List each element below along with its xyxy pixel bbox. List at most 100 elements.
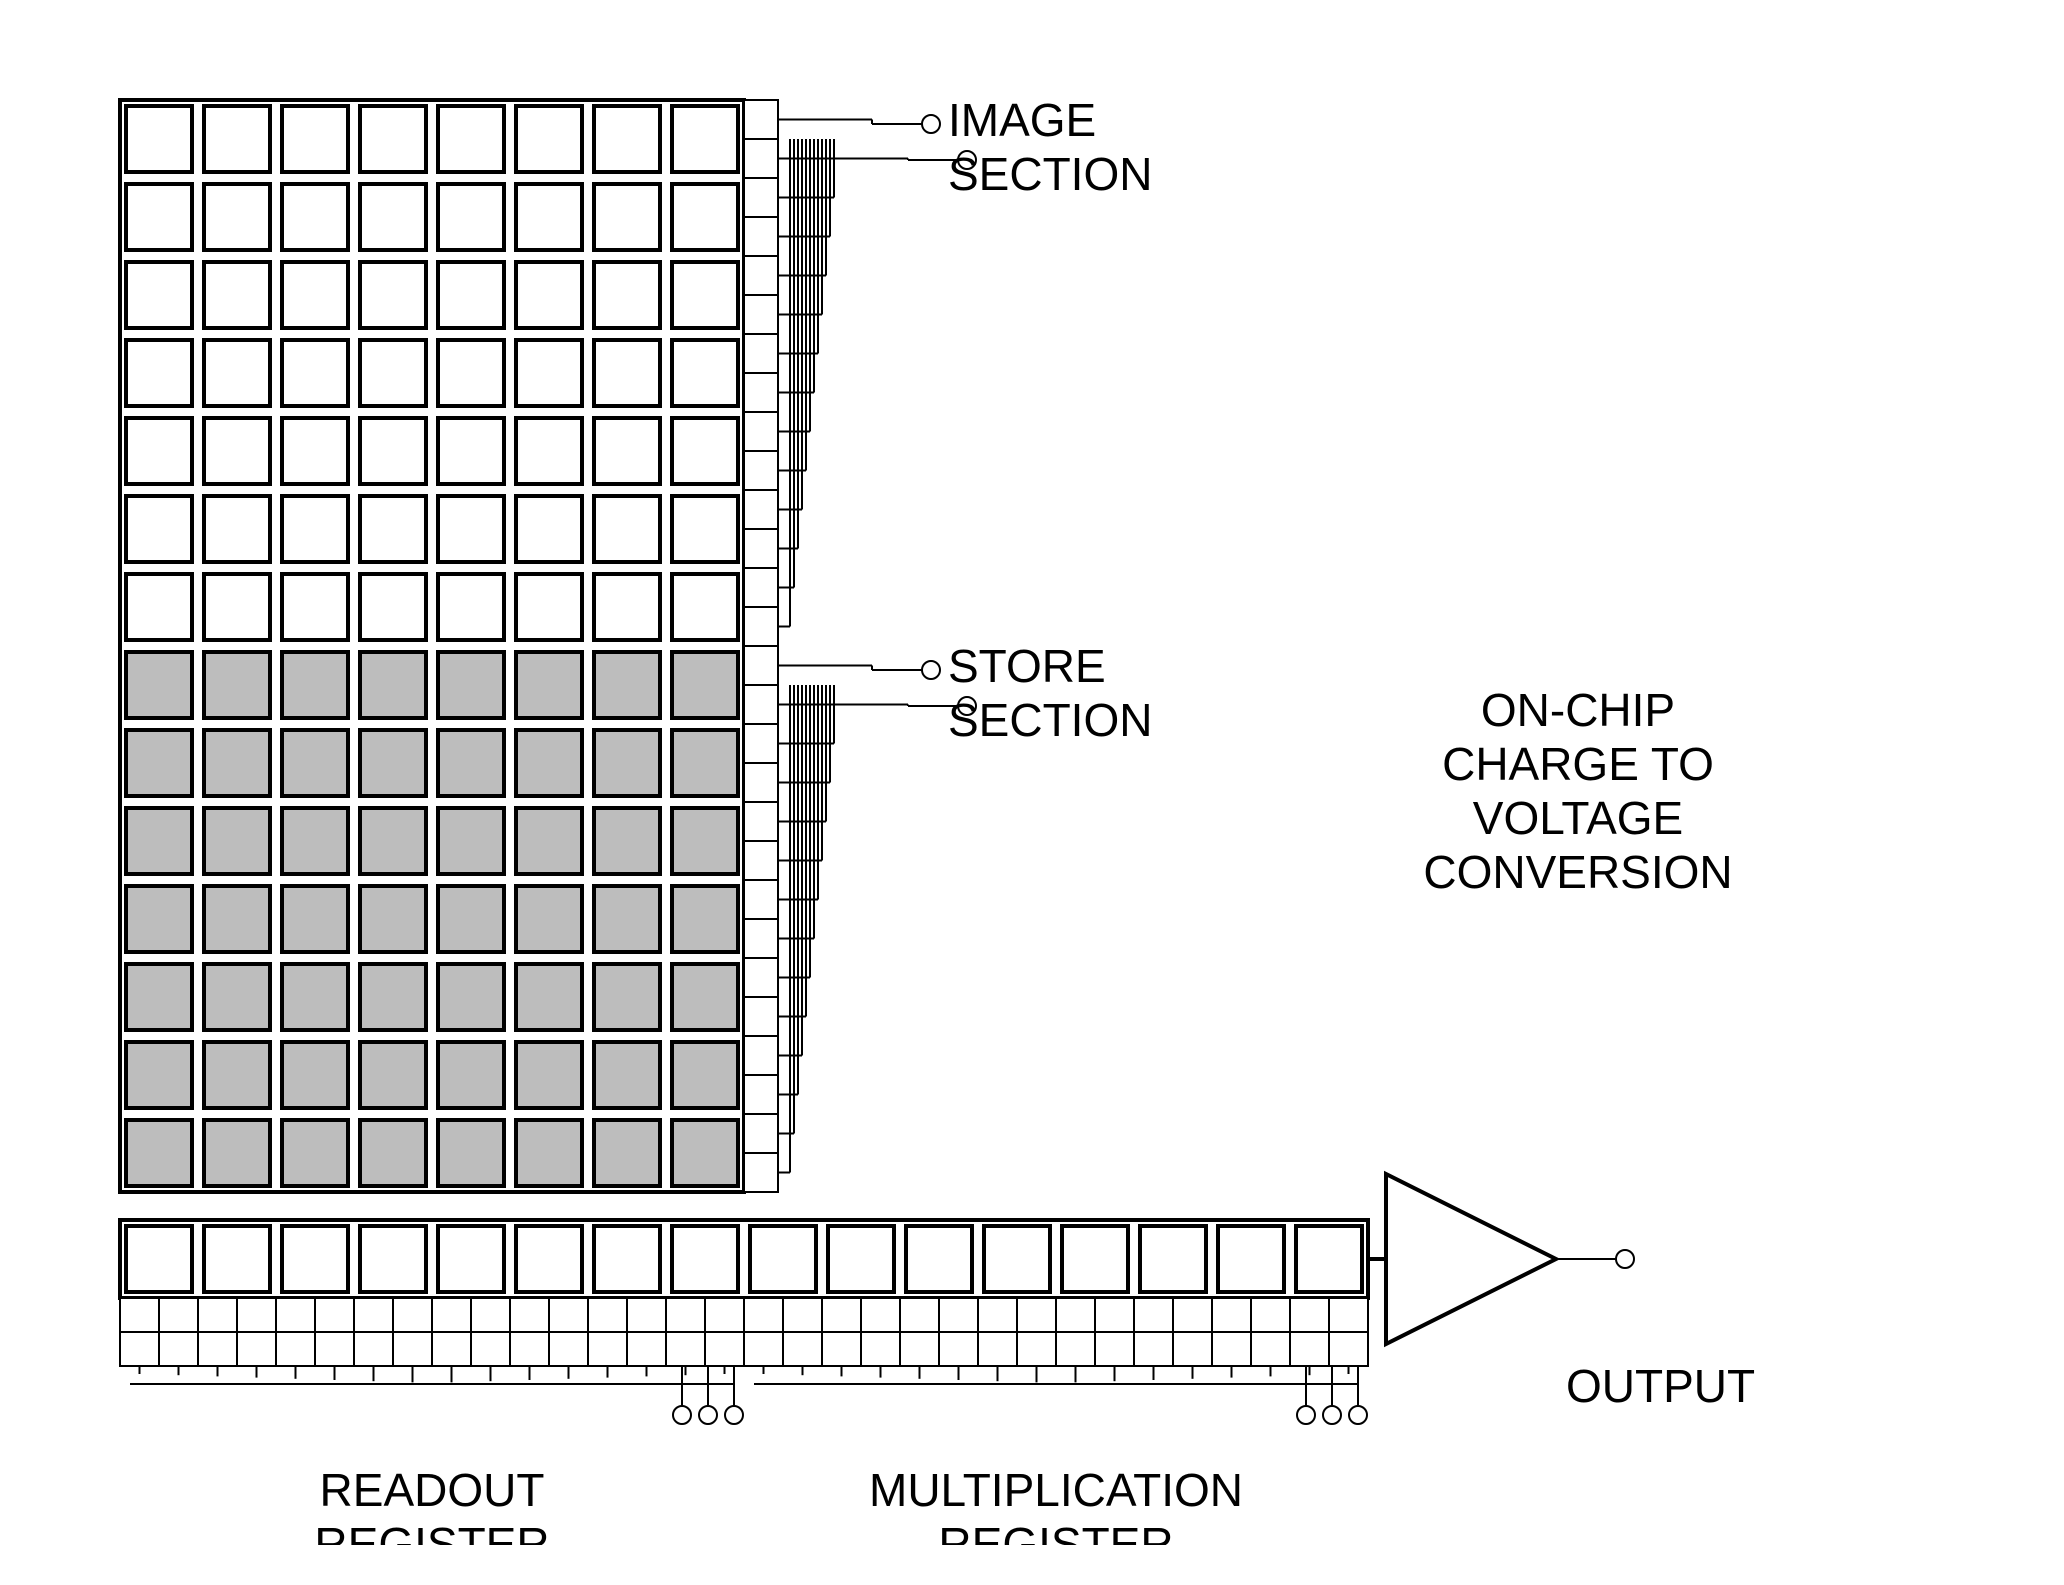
store-cell bbox=[516, 808, 582, 874]
image-cell bbox=[438, 418, 504, 484]
store-cell bbox=[594, 1042, 660, 1108]
image-cell bbox=[360, 418, 426, 484]
image-cell bbox=[438, 262, 504, 328]
store-cell bbox=[672, 886, 738, 952]
image-cell bbox=[282, 184, 348, 250]
store-cell bbox=[438, 730, 504, 796]
store-cell bbox=[672, 1042, 738, 1108]
store-cell bbox=[360, 1042, 426, 1108]
image-cell bbox=[204, 496, 270, 562]
readout-label-2: REGISTER bbox=[314, 1518, 549, 1545]
image-cell bbox=[516, 574, 582, 640]
image-cell bbox=[282, 574, 348, 640]
image-cell bbox=[204, 418, 270, 484]
image-cell bbox=[594, 184, 660, 250]
register-cell bbox=[516, 1226, 582, 1292]
store-cell bbox=[126, 1120, 192, 1186]
store-cell bbox=[282, 964, 348, 1030]
amplifier-triangle bbox=[1386, 1174, 1556, 1344]
store-cell bbox=[126, 652, 192, 718]
image-cell bbox=[672, 496, 738, 562]
image-cell bbox=[438, 106, 504, 172]
store-cell bbox=[516, 730, 582, 796]
image-cell bbox=[126, 418, 192, 484]
image-cell bbox=[438, 340, 504, 406]
store-cell bbox=[438, 886, 504, 952]
store-cell bbox=[360, 730, 426, 796]
readout-label-1: READOUT bbox=[320, 1464, 545, 1516]
image-section-label-1: IMAGE bbox=[948, 94, 1096, 146]
register-cell bbox=[1296, 1226, 1362, 1292]
terminal-circle bbox=[1323, 1406, 1341, 1424]
store-cell bbox=[126, 808, 192, 874]
image-cell bbox=[594, 262, 660, 328]
image-cell bbox=[204, 340, 270, 406]
image-cell bbox=[282, 340, 348, 406]
image-cell bbox=[594, 340, 660, 406]
store-cell bbox=[360, 1120, 426, 1186]
store-cell bbox=[204, 808, 270, 874]
image-cell bbox=[672, 106, 738, 172]
image-cell bbox=[360, 184, 426, 250]
register-cell bbox=[1062, 1226, 1128, 1292]
register-cell bbox=[672, 1226, 738, 1292]
image-cell bbox=[360, 496, 426, 562]
amp-label-2: CHARGE TO bbox=[1442, 738, 1714, 790]
mult-label-2: REGISTER bbox=[938, 1518, 1173, 1545]
mult-label-1: MULTIPLICATION bbox=[869, 1464, 1243, 1516]
image-cell bbox=[672, 262, 738, 328]
store-section-label-2: SECTION bbox=[948, 694, 1152, 746]
image-cell bbox=[204, 106, 270, 172]
image-cell bbox=[516, 106, 582, 172]
store-cell bbox=[594, 964, 660, 1030]
terminal-circle bbox=[1349, 1406, 1367, 1424]
store-cell bbox=[516, 652, 582, 718]
register-cell bbox=[750, 1226, 816, 1292]
store-cell bbox=[126, 1042, 192, 1108]
store-section-label-1: STORE bbox=[948, 640, 1106, 692]
image-cell bbox=[672, 340, 738, 406]
terminal-circle bbox=[725, 1406, 743, 1424]
image-cell bbox=[360, 106, 426, 172]
image-cell bbox=[204, 184, 270, 250]
store-cell bbox=[438, 1120, 504, 1186]
image-cell bbox=[672, 418, 738, 484]
store-cell bbox=[282, 652, 348, 718]
store-cell bbox=[516, 1120, 582, 1186]
image-cell bbox=[516, 262, 582, 328]
image-cell bbox=[126, 340, 192, 406]
store-cell bbox=[438, 652, 504, 718]
image-cell bbox=[438, 574, 504, 640]
store-cell bbox=[594, 886, 660, 952]
image-cell bbox=[594, 574, 660, 640]
store-cell bbox=[438, 1042, 504, 1108]
store-cell bbox=[516, 964, 582, 1030]
store-cell bbox=[672, 808, 738, 874]
image-cell bbox=[438, 184, 504, 250]
image-cell bbox=[516, 184, 582, 250]
store-cell bbox=[204, 652, 270, 718]
terminal-circle bbox=[922, 661, 940, 679]
store-cell bbox=[282, 886, 348, 952]
image-cell bbox=[126, 184, 192, 250]
register-cell bbox=[438, 1226, 504, 1292]
image-cell bbox=[282, 262, 348, 328]
register-cell bbox=[594, 1226, 660, 1292]
register-cell bbox=[984, 1226, 1050, 1292]
image-cell bbox=[126, 496, 192, 562]
store-cell bbox=[204, 1120, 270, 1186]
ccd-diagram: IMAGESECTIONSTORESECTIONON-CHIPCHARGE TO… bbox=[0, 40, 2064, 1545]
register-cell bbox=[906, 1226, 972, 1292]
image-cell bbox=[516, 418, 582, 484]
store-cell bbox=[126, 964, 192, 1030]
store-cell bbox=[594, 808, 660, 874]
store-cell bbox=[672, 1120, 738, 1186]
store-cell bbox=[516, 886, 582, 952]
amp-label-3: VOLTAGE bbox=[1473, 792, 1683, 844]
store-cell bbox=[438, 808, 504, 874]
image-cell bbox=[126, 106, 192, 172]
store-cell bbox=[282, 808, 348, 874]
image-cell bbox=[126, 262, 192, 328]
store-cell bbox=[672, 730, 738, 796]
register-cell bbox=[1218, 1226, 1284, 1292]
